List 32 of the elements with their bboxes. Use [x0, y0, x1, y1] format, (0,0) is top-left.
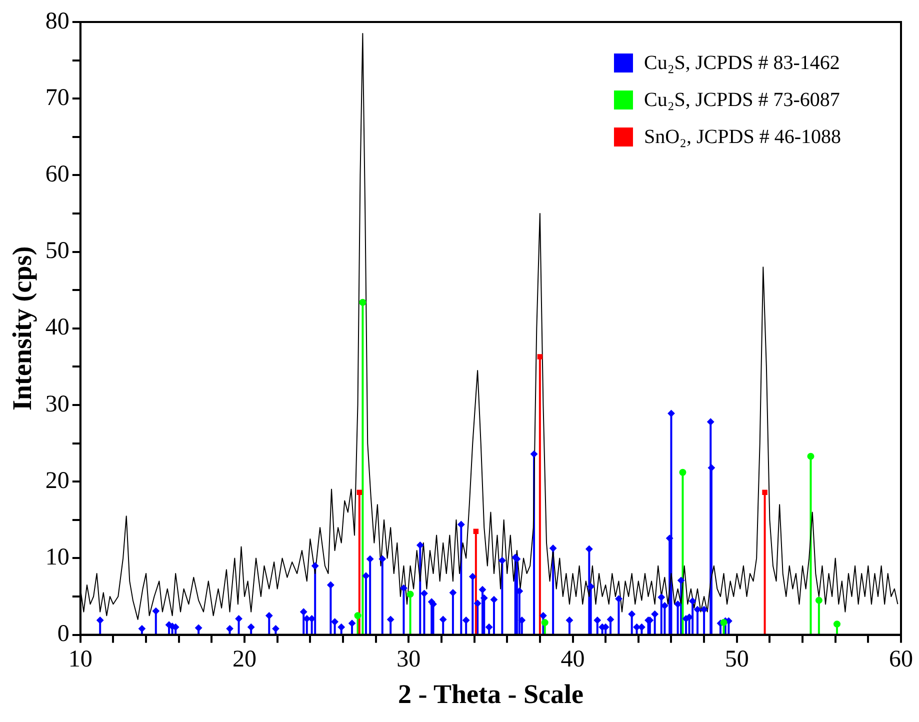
x-tick-label: 60: [889, 646, 913, 672]
y-tick-label: 60: [45, 161, 70, 188]
x-tick-label: 20: [232, 646, 257, 672]
y-tick-label: 40: [45, 314, 70, 341]
y-tick-label: 0: [57, 621, 70, 648]
point: [473, 528, 479, 534]
point: [359, 298, 366, 306]
point: [833, 620, 840, 628]
y-tick-label: 10: [45, 544, 70, 570]
point: [815, 596, 822, 604]
point: [807, 452, 814, 460]
point: [537, 354, 543, 360]
y-tick-label: 80: [45, 8, 70, 34]
point: [406, 590, 414, 598]
legend-label: Cu₂S, JCPDS # 73-6087: [644, 88, 840, 111]
y-tick-label: 20: [45, 468, 70, 494]
y-tick-label: 50: [45, 238, 70, 264]
y-axis-title: Intensity (cps): [7, 246, 38, 411]
point: [679, 468, 686, 476]
point: [356, 490, 362, 495]
legend-label: Cu₂S, JCPDS # 83-1462: [644, 52, 840, 74]
x-tick-label: 50: [724, 646, 749, 672]
point: [354, 612, 362, 620]
y-tick-label: 70: [45, 84, 70, 111]
point: [762, 490, 768, 495]
y-tick-label: 30: [45, 391, 70, 418]
x-tick-label: 10: [68, 646, 92, 672]
legend-label: SnO₂, JCPDS # 46-1088: [644, 126, 842, 148]
point: [541, 619, 548, 626]
x-tick-label: 30: [396, 646, 421, 672]
x-tick-label: 40: [560, 646, 585, 672]
x-axis-title: 2 - Theta - Scale: [398, 678, 584, 709]
